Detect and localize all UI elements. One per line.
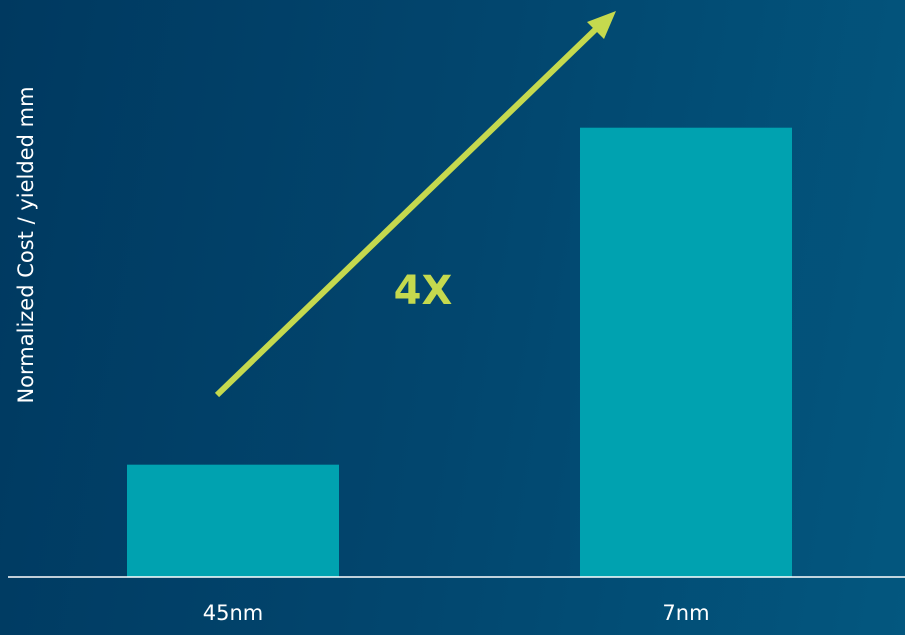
growth-arrow [214, 24, 601, 398]
bar-7nm [580, 127, 792, 577]
x-tick-label-7nm: 7nm [662, 601, 709, 625]
growth-label: 4X [394, 268, 453, 314]
arrow-head-icon [587, 11, 616, 39]
growth-annotation: 4X [214, 11, 616, 398]
bars-group [127, 127, 792, 577]
y-axis-label: Normalized Cost / yielded mm [14, 86, 38, 403]
bar-45nm [127, 464, 339, 577]
x-tick-labels: 45nm 7nm [203, 601, 710, 625]
x-tick-label-45nm: 45nm [203, 601, 264, 625]
